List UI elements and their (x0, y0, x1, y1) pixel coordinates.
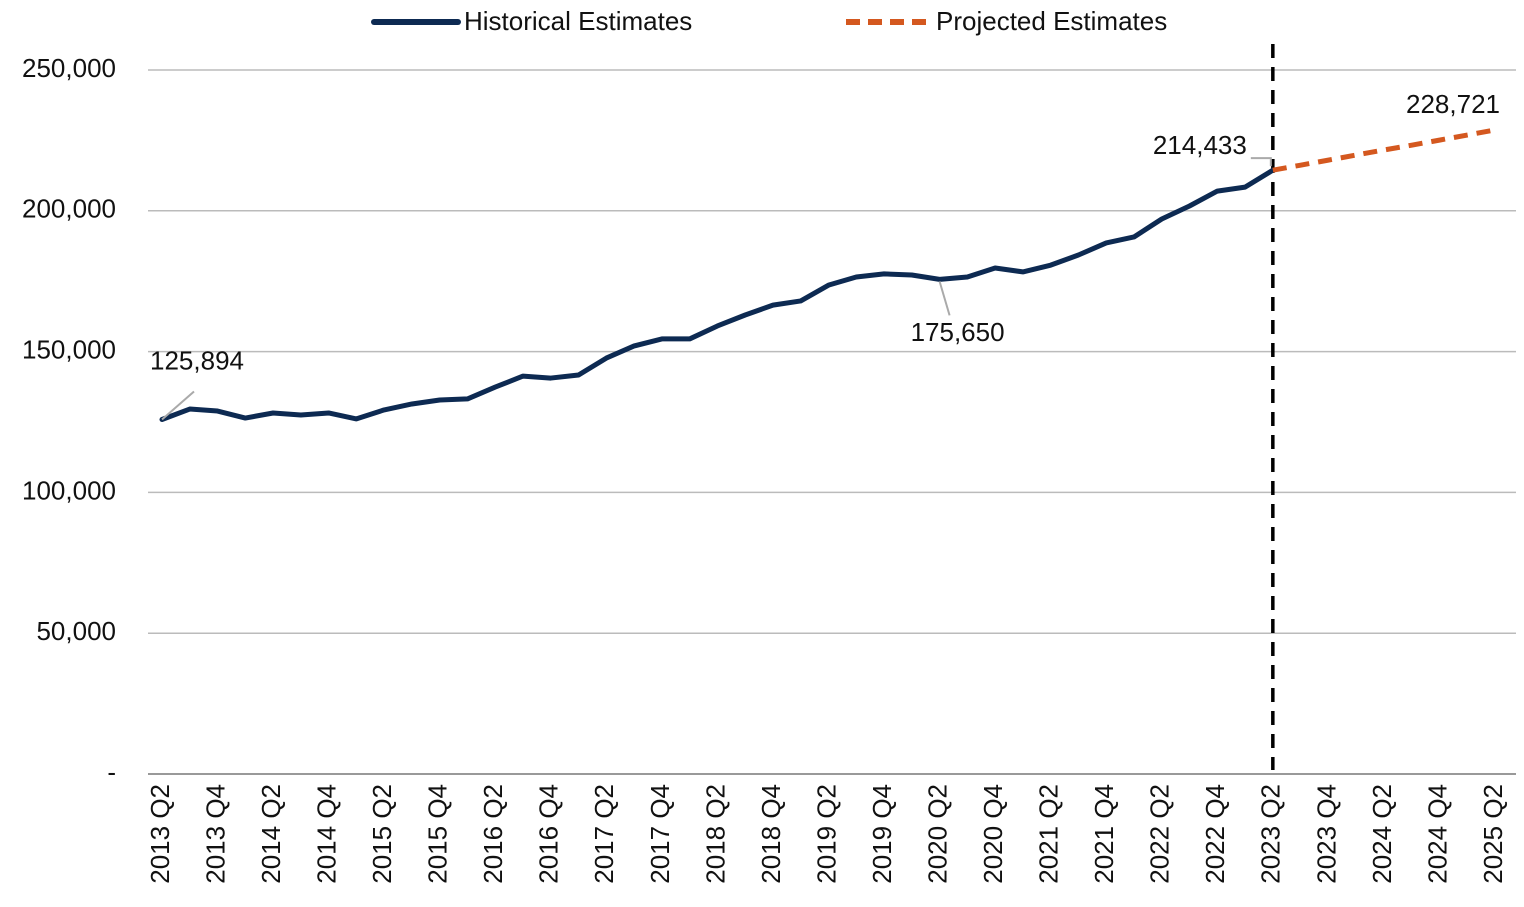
y-tick-label: - (107, 757, 116, 787)
x-tick-label: 2013 Q2 (145, 784, 175, 884)
leader-line (938, 281, 951, 316)
data-line (1272, 127, 1496, 173)
legend-label: Historical Estimates (464, 6, 692, 36)
y-tick-label: 150,000 (22, 334, 116, 364)
leader-line (161, 390, 195, 421)
data-label: 175,650 (911, 317, 1005, 347)
x-tick-label: 2019 Q4 (867, 784, 897, 884)
x-tick-label: 2021 Q4 (1089, 784, 1119, 884)
x-tick-label: 2017 Q4 (645, 784, 675, 884)
x-tick-label: 2017 Q2 (589, 784, 619, 884)
x-tick-label: 2018 Q2 (700, 784, 730, 884)
x-tick-label: 2016 Q4 (534, 784, 564, 884)
x-tick-label: 2023 Q4 (1311, 784, 1341, 884)
x-tick-label: 2022 Q4 (1200, 784, 1230, 884)
x-tick-label: 2021 Q2 (1034, 784, 1064, 884)
x-tick-label: 2025 Q2 (1478, 784, 1508, 884)
data-line (159, 167, 1276, 422)
x-tick-label: 2023 Q2 (1256, 784, 1286, 884)
x-tick-label: 2013 Q4 (200, 784, 230, 884)
data-label: 214,433 (1153, 130, 1247, 160)
x-tick-label: 2019 Q2 (811, 784, 841, 884)
y-tick-label: 50,000 (36, 616, 116, 646)
x-tick-label: 2018 Q4 (756, 784, 786, 884)
x-tick-label: 2014 Q4 (312, 784, 342, 884)
data-label: 228,721 (1406, 89, 1500, 119)
x-tick-label: 2020 Q2 (922, 784, 952, 884)
data-label: 125,894 (150, 345, 244, 375)
legend-label: Projected Estimates (936, 6, 1167, 36)
x-tick-label: 2015 Q4 (423, 784, 453, 884)
y-tick-label: 200,000 (22, 194, 116, 224)
x-tick-label: 2016 Q2 (478, 784, 508, 884)
x-tick-label: 2024 Q2 (1367, 784, 1397, 884)
x-tick-label: 2014 Q2 (256, 784, 286, 884)
x-tick-label: 2022 Q2 (1145, 784, 1175, 884)
y-tick-label: 100,000 (22, 475, 116, 505)
x-tick-label: 2024 Q4 (1422, 784, 1452, 884)
y-tick-label: 250,000 (22, 53, 116, 83)
x-tick-label: 2020 Q4 (978, 784, 1008, 884)
leader-line (1250, 157, 1272, 167)
x-tick-label: 2015 Q2 (367, 784, 397, 884)
